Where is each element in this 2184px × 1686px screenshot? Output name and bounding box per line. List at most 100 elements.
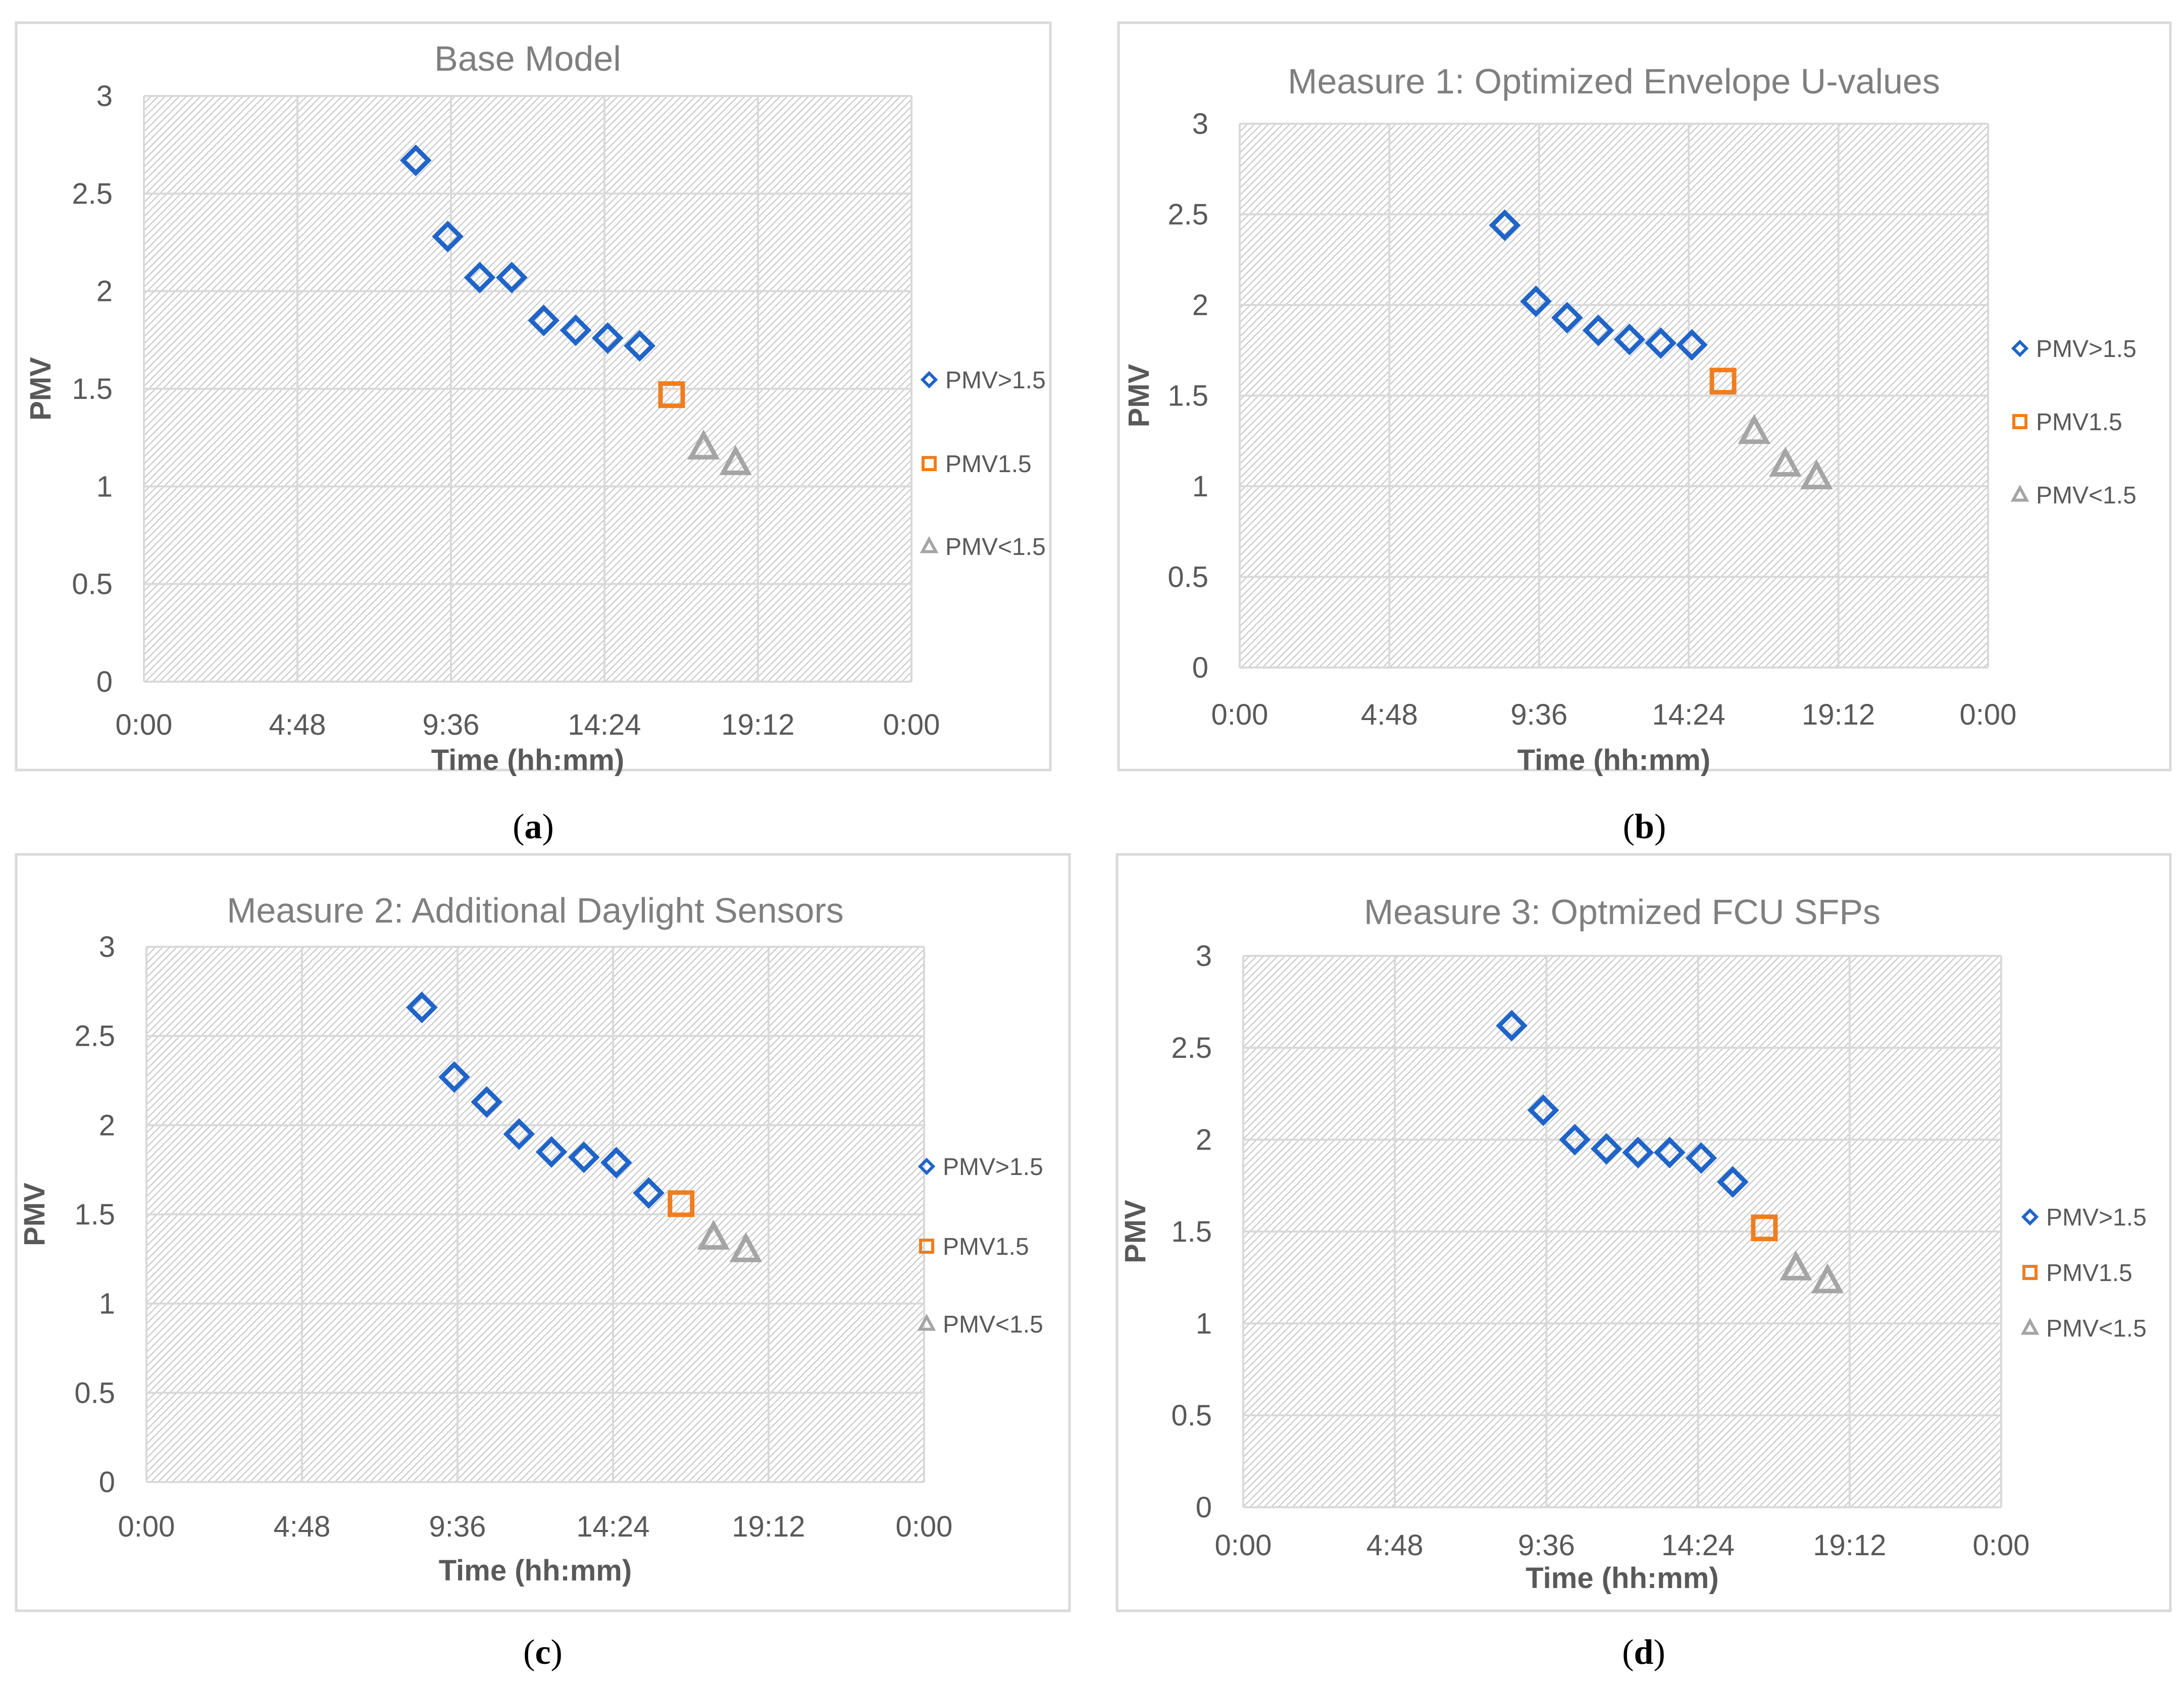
x-tick-label: 4:48 [274, 1510, 331, 1543]
data-point-diamond [624, 330, 656, 362]
x-tick-label: 4:48 [269, 708, 326, 741]
legend-marker-square [919, 1239, 934, 1254]
data-point-diamond [1685, 1142, 1717, 1174]
data-point-triangle [729, 1232, 763, 1262]
x-tick-label: 0:00 [896, 1510, 953, 1543]
data-point-diamond [399, 144, 432, 176]
x-tick-label: 14:24 [1661, 1529, 1735, 1562]
data-point-triangle [1769, 446, 1802, 477]
data-point-diamond [528, 304, 560, 337]
y-tick-label: 0.5 [1167, 561, 1208, 594]
data-point-diamond [1520, 285, 1552, 318]
x-axis-title: Time (hh:mm) [1526, 1562, 1718, 1595]
data-point-diamond [1551, 301, 1583, 334]
x-tick-label: 19:12 [1813, 1529, 1886, 1562]
y-tick-label: 0.5 [1171, 1399, 1212, 1432]
legend-label: PMV>1.5 [2046, 1204, 2147, 1231]
data-point-diamond [1622, 1137, 1654, 1168]
data-point-diamond [432, 221, 464, 252]
x-tick-label: 0:00 [1215, 1529, 1272, 1562]
y-tick-label: 1.5 [72, 373, 113, 405]
data-point-triangle [1738, 414, 1771, 444]
chart-title: Base Model [434, 39, 621, 78]
x-axis-title: Time (hh:mm) [1517, 744, 1710, 777]
data-point-diamond [633, 1177, 665, 1209]
legend-label: PMV1.5 [2046, 1260, 2132, 1287]
y-tick-label: 2 [1196, 1123, 1212, 1156]
legend-marker-diamond [918, 1157, 936, 1176]
data-point-diamond [503, 1118, 535, 1150]
data-point-diamond [438, 1061, 470, 1093]
legend-label: PMV1.5 [945, 451, 1032, 478]
data-point-triangle [697, 1219, 730, 1250]
data-point-diamond [1527, 1094, 1559, 1127]
data-point-triangle [1780, 1250, 1812, 1281]
y-tick-label: 1 [99, 1288, 115, 1320]
chart-title: Measure 1: Optimized Envelope U-values [1288, 62, 1940, 101]
chart-title: Measure 2: Additional Daylight Sensors [227, 891, 844, 930]
x-tick-label: 14:24 [576, 1510, 649, 1543]
x-tick-label: 9:36 [1510, 698, 1567, 731]
data-point-triangle [1800, 459, 1833, 490]
legend-label: PMV>1.5 [943, 1154, 1043, 1181]
data-point-diamond [535, 1136, 568, 1168]
y-tick-label: 3 [1192, 108, 1208, 140]
x-tick-label: 14:24 [568, 708, 641, 741]
y-tick-label: 2 [1192, 289, 1208, 322]
legend-marker-diamond [920, 371, 938, 389]
data-point-diamond [568, 1141, 600, 1173]
data-point-diamond [471, 1086, 503, 1118]
y-tick-label: 3 [1196, 940, 1212, 973]
x-tick-label: 9:36 [423, 708, 480, 741]
x-tick-label: 0:00 [1960, 698, 2017, 731]
y-tick-label: 0 [96, 666, 113, 698]
y-tick-label: 2 [99, 1109, 115, 1142]
y-tick-label: 0 [1192, 651, 1208, 684]
y-tick-label: 1.5 [1171, 1215, 1212, 1248]
data-point-square [668, 1190, 695, 1217]
y-tick-label: 2.5 [1171, 1032, 1212, 1064]
legend-label: PMV>1.5 [2036, 336, 2137, 363]
chart-panel-d: 0 0.5 1 1.5 2 2.5 3 0:00 4:48 9:36 14:24 19:12 0:00 M… [1115, 853, 2172, 1672]
y-tick-label: 3 [96, 80, 113, 113]
legend-label: PMV1.5 [943, 1234, 1029, 1260]
legend-marker-square [2022, 1265, 2038, 1280]
data-point-triangle [719, 445, 752, 475]
x-tick-label: 4:48 [1366, 1529, 1424, 1562]
y-tick-label: 0 [1196, 1491, 1212, 1524]
legend-marker-triangle [917, 1313, 936, 1331]
y-tick-label: 3 [99, 931, 115, 963]
y-tick-label: 2.5 [72, 177, 113, 210]
x-tick-label: 9:36 [429, 1510, 486, 1543]
y-tick-label: 2 [96, 275, 113, 308]
data-point-diamond [464, 262, 496, 293]
y-axis-title: PMV [18, 1183, 51, 1246]
panel-label: (d) [1622, 1633, 1665, 1672]
legend-marker-triangle [920, 536, 939, 553]
legend-marker-diamond [2011, 339, 2029, 357]
data-point-diamond [1582, 314, 1614, 346]
y-tick-label: 0 [99, 1466, 115, 1499]
legend-marker-triangle [2010, 484, 2029, 502]
x-tick-label: 0:00 [116, 708, 173, 741]
x-tick-label: 9:36 [1518, 1529, 1575, 1562]
y-tick-label: 2.5 [74, 1020, 115, 1053]
data-point-square [1751, 1214, 1778, 1242]
data-point-diamond [1717, 1166, 1749, 1198]
legend-marker-square [922, 456, 937, 471]
data-point-diamond [1590, 1133, 1622, 1165]
data-point-diamond [1559, 1123, 1591, 1156]
legend-label: PMV>1.5 [945, 367, 1046, 394]
panel-label: (b) [1623, 807, 1666, 846]
data-point-diamond [1676, 329, 1708, 361]
y-tick-label: 2.5 [1167, 198, 1208, 231]
data-point-diamond [1496, 1009, 1528, 1042]
x-tick-label: 19:12 [732, 1510, 805, 1543]
y-tick-label: 1 [1196, 1307, 1212, 1340]
legend-marker-square [2012, 414, 2027, 429]
y-tick-label: 0.5 [74, 1376, 115, 1409]
x-axis-title: Time (hh:mm) [439, 1554, 632, 1587]
data-point-diamond [495, 262, 528, 293]
x-axis-title: Time (hh:mm) [431, 744, 624, 777]
